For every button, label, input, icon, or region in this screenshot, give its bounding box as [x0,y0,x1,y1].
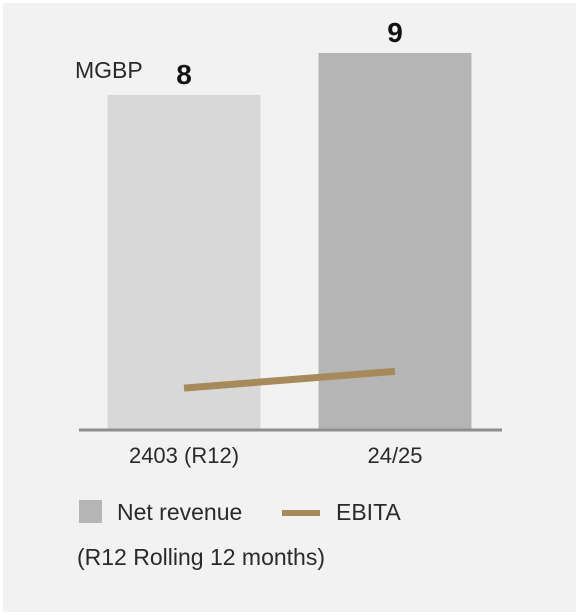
legend-swatch-net-revenue [79,500,102,523]
value-label-2: 9 [387,17,403,48]
value-labels-layer: 89 [176,17,403,90]
bar-net-revenue-1 [107,94,261,430]
unit-label: MGBP [75,57,143,83]
ebita-line-layer [183,367,396,392]
category-label-2: 24/25 [367,443,422,468]
bars-layer [107,52,472,431]
legend-label-net-revenue: Net revenue [117,499,242,525]
bar-net-revenue-2 [318,52,472,431]
footnote: (R12 Rolling 12 months) [77,544,325,570]
value-label-1: 8 [176,59,192,90]
category-labels-layer: 2403 (R12) 24/25 [129,443,423,468]
category-label-1: 2403 (R12) [129,443,239,468]
legend-label-ebita: EBITA [336,499,401,525]
series-line-ebita [183,367,396,392]
